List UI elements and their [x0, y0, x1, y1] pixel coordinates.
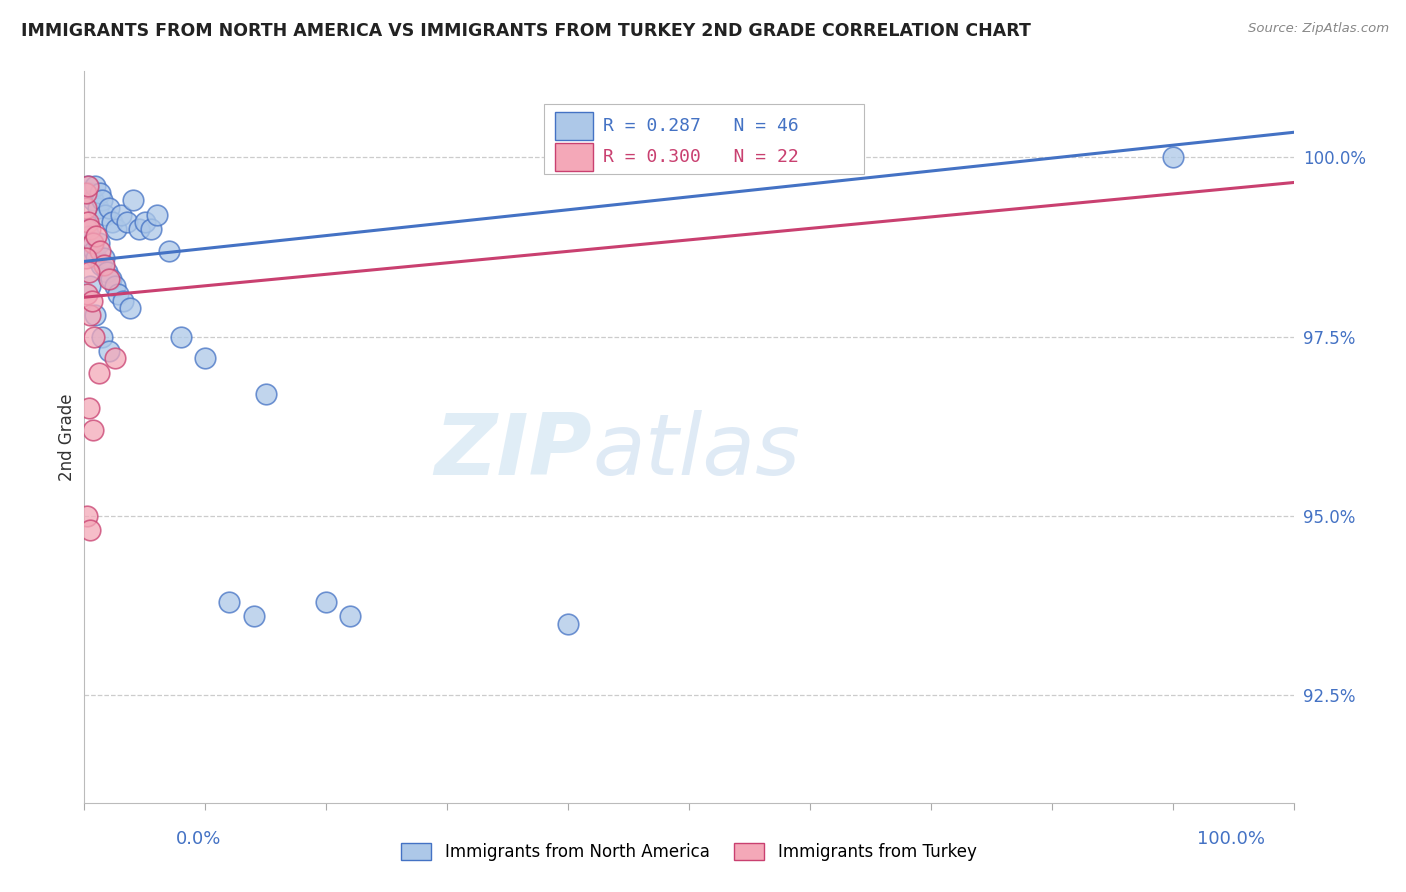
- Text: atlas: atlas: [592, 410, 800, 493]
- Point: [157, 244, 180, 258]
- Point: [96, 265, 118, 279]
- Point: [89, 244, 111, 258]
- Point: [339, 609, 361, 624]
- Point: [93, 251, 115, 265]
- Point: [97, 344, 120, 359]
- Point: [557, 616, 579, 631]
- Point: [77, 179, 100, 194]
- Point: [76, 508, 98, 523]
- FancyBboxPatch shape: [555, 112, 593, 140]
- Y-axis label: 2nd Grade: 2nd Grade: [58, 393, 76, 481]
- Text: 100.0%: 100.0%: [1198, 830, 1265, 847]
- Point: [194, 351, 217, 366]
- Point: [134, 215, 156, 229]
- Point: [93, 258, 115, 272]
- Point: [75, 251, 97, 265]
- Point: [89, 186, 111, 201]
- Point: [91, 194, 114, 208]
- Point: [218, 595, 240, 609]
- Point: [79, 308, 101, 322]
- Point: [315, 595, 337, 609]
- Text: R = 0.300   N = 22: R = 0.300 N = 22: [603, 148, 799, 166]
- Point: [139, 222, 162, 236]
- Point: [75, 201, 97, 215]
- Point: [87, 236, 110, 251]
- Text: R = 0.287   N = 46: R = 0.287 N = 46: [603, 117, 799, 136]
- Point: [86, 251, 108, 265]
- Point: [87, 366, 110, 380]
- Point: [100, 272, 122, 286]
- Point: [94, 208, 117, 222]
- Point: [104, 351, 127, 366]
- Point: [110, 208, 132, 222]
- Point: [83, 329, 105, 343]
- Point: [146, 208, 169, 222]
- Point: [254, 387, 277, 401]
- Point: [83, 244, 105, 258]
- Point: [80, 293, 103, 308]
- Point: [79, 186, 101, 201]
- Point: [77, 229, 100, 244]
- Point: [97, 201, 120, 215]
- Point: [82, 194, 104, 208]
- Point: [79, 279, 101, 293]
- Legend: Immigrants from North America, Immigrants from Turkey: Immigrants from North America, Immigrant…: [395, 836, 983, 868]
- Point: [97, 272, 120, 286]
- Point: [84, 179, 107, 194]
- Point: [76, 286, 98, 301]
- Text: Source: ZipAtlas.com: Source: ZipAtlas.com: [1249, 22, 1389, 36]
- Point: [120, 301, 142, 315]
- Point: [107, 286, 129, 301]
- Point: [77, 401, 100, 416]
- Point: [242, 609, 264, 624]
- Point: [79, 524, 101, 538]
- Point: [82, 236, 104, 251]
- Point: [91, 329, 114, 343]
- FancyBboxPatch shape: [555, 143, 593, 171]
- Point: [77, 179, 100, 194]
- Point: [77, 215, 100, 229]
- Point: [80, 236, 103, 251]
- Point: [104, 279, 127, 293]
- Point: [79, 222, 101, 236]
- Point: [112, 293, 135, 308]
- Text: 0.0%: 0.0%: [176, 830, 221, 847]
- Point: [170, 329, 193, 343]
- Point: [77, 265, 100, 279]
- Point: [86, 229, 108, 244]
- Point: [128, 222, 150, 236]
- Text: IMMIGRANTS FROM NORTH AMERICA VS IMMIGRANTS FROM TURKEY 2ND GRADE CORRELATION CH: IMMIGRANTS FROM NORTH AMERICA VS IMMIGRA…: [21, 22, 1031, 40]
- Point: [104, 222, 127, 236]
- Point: [75, 186, 97, 201]
- Text: ZIP: ZIP: [434, 410, 592, 493]
- Point: [101, 215, 124, 229]
- Point: [115, 215, 138, 229]
- Point: [82, 423, 104, 437]
- Point: [84, 308, 107, 322]
- Point: [76, 222, 98, 236]
- FancyBboxPatch shape: [544, 104, 865, 174]
- Point: [86, 201, 108, 215]
- Point: [90, 258, 112, 272]
- Point: [121, 194, 143, 208]
- Point: [1161, 150, 1184, 164]
